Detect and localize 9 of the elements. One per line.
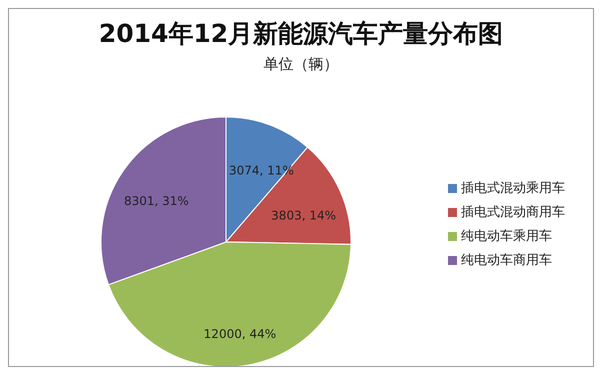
data-label: 12000, 44%: [204, 326, 276, 341]
chart-subtitle: 单位（辆）: [262, 55, 340, 74]
data-label: 8301, 31%: [124, 194, 189, 208]
chart-title: 2014年12月新能源汽车产量分布图: [98, 18, 504, 50]
legend-label: 纯电动车商用车: [461, 253, 552, 268]
legend-label: 插电式混动商用车: [461, 205, 565, 220]
legend-label: 纯电动车乘用车: [461, 229, 552, 244]
data-label: 3803, 14%: [271, 208, 336, 222]
legend-label: 插电式混动乘用车: [461, 181, 565, 196]
